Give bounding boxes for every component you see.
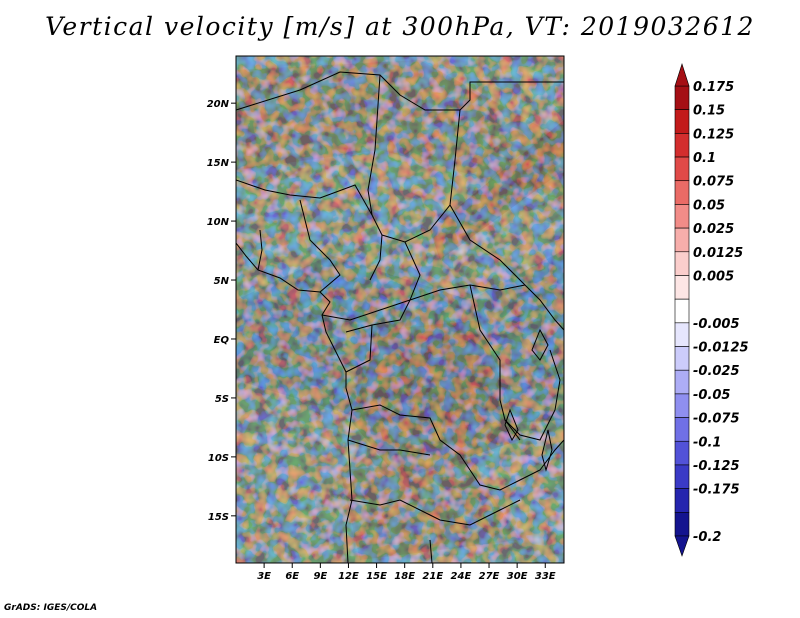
colorbar-bin [674, 275, 690, 300]
border-path [347, 439, 431, 456]
border-path [469, 284, 521, 441]
colorbar-bin [674, 204, 690, 229]
colorbar-label: 0.175 [693, 80, 734, 95]
map-title: Vertical velocity [m/s] at 300hPa, VT: 2… [45, 12, 755, 41]
colorbar-label: -0.175 [693, 483, 740, 498]
colorbar-bin [674, 85, 690, 110]
colorbar-label: -0.1 [693, 435, 721, 450]
colorbar-bin [674, 393, 690, 418]
coastline [236, 242, 353, 563]
colorbar-label: -0.0125 [693, 341, 749, 356]
lat-tick-label: 5N [214, 276, 230, 287]
lon-tick-label: 27E [479, 571, 500, 582]
colorbar-bin [674, 417, 690, 442]
border-path [236, 179, 373, 216]
colorbar-bin [674, 440, 690, 466]
colorbar-bin [674, 298, 690, 324]
colorbar-label: -0.075 [693, 412, 740, 427]
lat-tick-label: 15N [207, 158, 230, 169]
lon-tick-label: 15E [366, 571, 387, 582]
colorbar-arrow-bottom [674, 535, 690, 557]
lat-tick-label: 20N [207, 99, 230, 110]
border-path [429, 539, 433, 563]
border-path [257, 229, 263, 271]
colorbar-label: 0.05 [693, 198, 725, 213]
lat-tick-label: 10N [207, 217, 230, 228]
velocity-field [236, 56, 564, 563]
colorbar-bin [674, 180, 690, 205]
colorbar-label: 0.0125 [693, 246, 743, 261]
colorbar-bin [674, 227, 690, 253]
colorbar-bin [674, 322, 690, 347]
border-path [351, 404, 471, 471]
country-borders [236, 71, 564, 563]
grads-credit: GrADS: IGES/COLA [4, 603, 98, 613]
colorbar-label: -0.2 [693, 530, 721, 545]
colorbar-label: 0.1 [693, 151, 716, 166]
plot-frame [235, 55, 565, 564]
longitude-axis: 3E 6E 9E 12E 15E 18E 21E 24E 27E 30E 33E [257, 563, 556, 582]
colorbar-bin [674, 251, 690, 276]
colorbar-bin [674, 156, 690, 182]
lon-tick-label: 33E [535, 571, 556, 582]
colorbar-label: -0.125 [693, 459, 740, 474]
lon-tick-label: 30E [507, 571, 528, 582]
colorbar-bin [674, 488, 690, 513]
border-path [236, 71, 564, 111]
lat-tick-label: 10S [208, 453, 229, 464]
latitude-axis: 20N 15N 10N 5N EQ 5S 10S 15S [207, 99, 236, 523]
colorbar-bin [674, 512, 690, 537]
colorbar-label: 0.075 [693, 175, 734, 190]
lon-tick-label: 9E [313, 571, 327, 582]
lake-outline [504, 408, 519, 442]
lat-tick-label: EQ [214, 335, 230, 346]
border-path [381, 109, 461, 243]
colorbar-label: 0.125 [693, 127, 734, 142]
border-path [469, 439, 564, 491]
border-path [299, 199, 341, 293]
colorbar-bin [674, 346, 690, 371]
colorbar-bin [674, 109, 690, 134]
border-path [321, 241, 421, 321]
lon-tick-label: 18E [394, 571, 415, 582]
colorbar: 0.175 0.15 0.125 0.1 0.075 0.05 0.025 0.0125 0.0… [674, 63, 749, 557]
lon-tick-label: 24E [451, 571, 472, 582]
colorbar-label: 0.005 [693, 269, 734, 284]
lake-outline [531, 328, 549, 361]
lat-tick-label: 5S [215, 394, 229, 405]
lake-outline [541, 429, 553, 472]
lon-tick-label: 3E [257, 571, 271, 582]
border-path [349, 499, 521, 526]
colorbar-label: -0.025 [693, 364, 740, 379]
lon-tick-label: 12E [338, 571, 359, 582]
lon-tick-label: 6E [285, 571, 299, 582]
colorbar-bin [674, 464, 690, 489]
colorbar-arrow-top [674, 63, 690, 87]
colorbar-label: -0.05 [693, 388, 730, 403]
colorbar-label: 0.025 [693, 222, 734, 237]
border-path [504, 349, 561, 441]
lat-tick-label: 15S [208, 512, 229, 523]
border-path [345, 299, 411, 333]
colorbar-bin [674, 369, 690, 395]
colorbar-label: 0.15 [693, 104, 725, 119]
colorbar-bin [674, 133, 690, 158]
lon-tick-label: 21E [422, 571, 443, 582]
colorbar-label: -0.005 [693, 317, 740, 332]
border-path [345, 324, 373, 373]
